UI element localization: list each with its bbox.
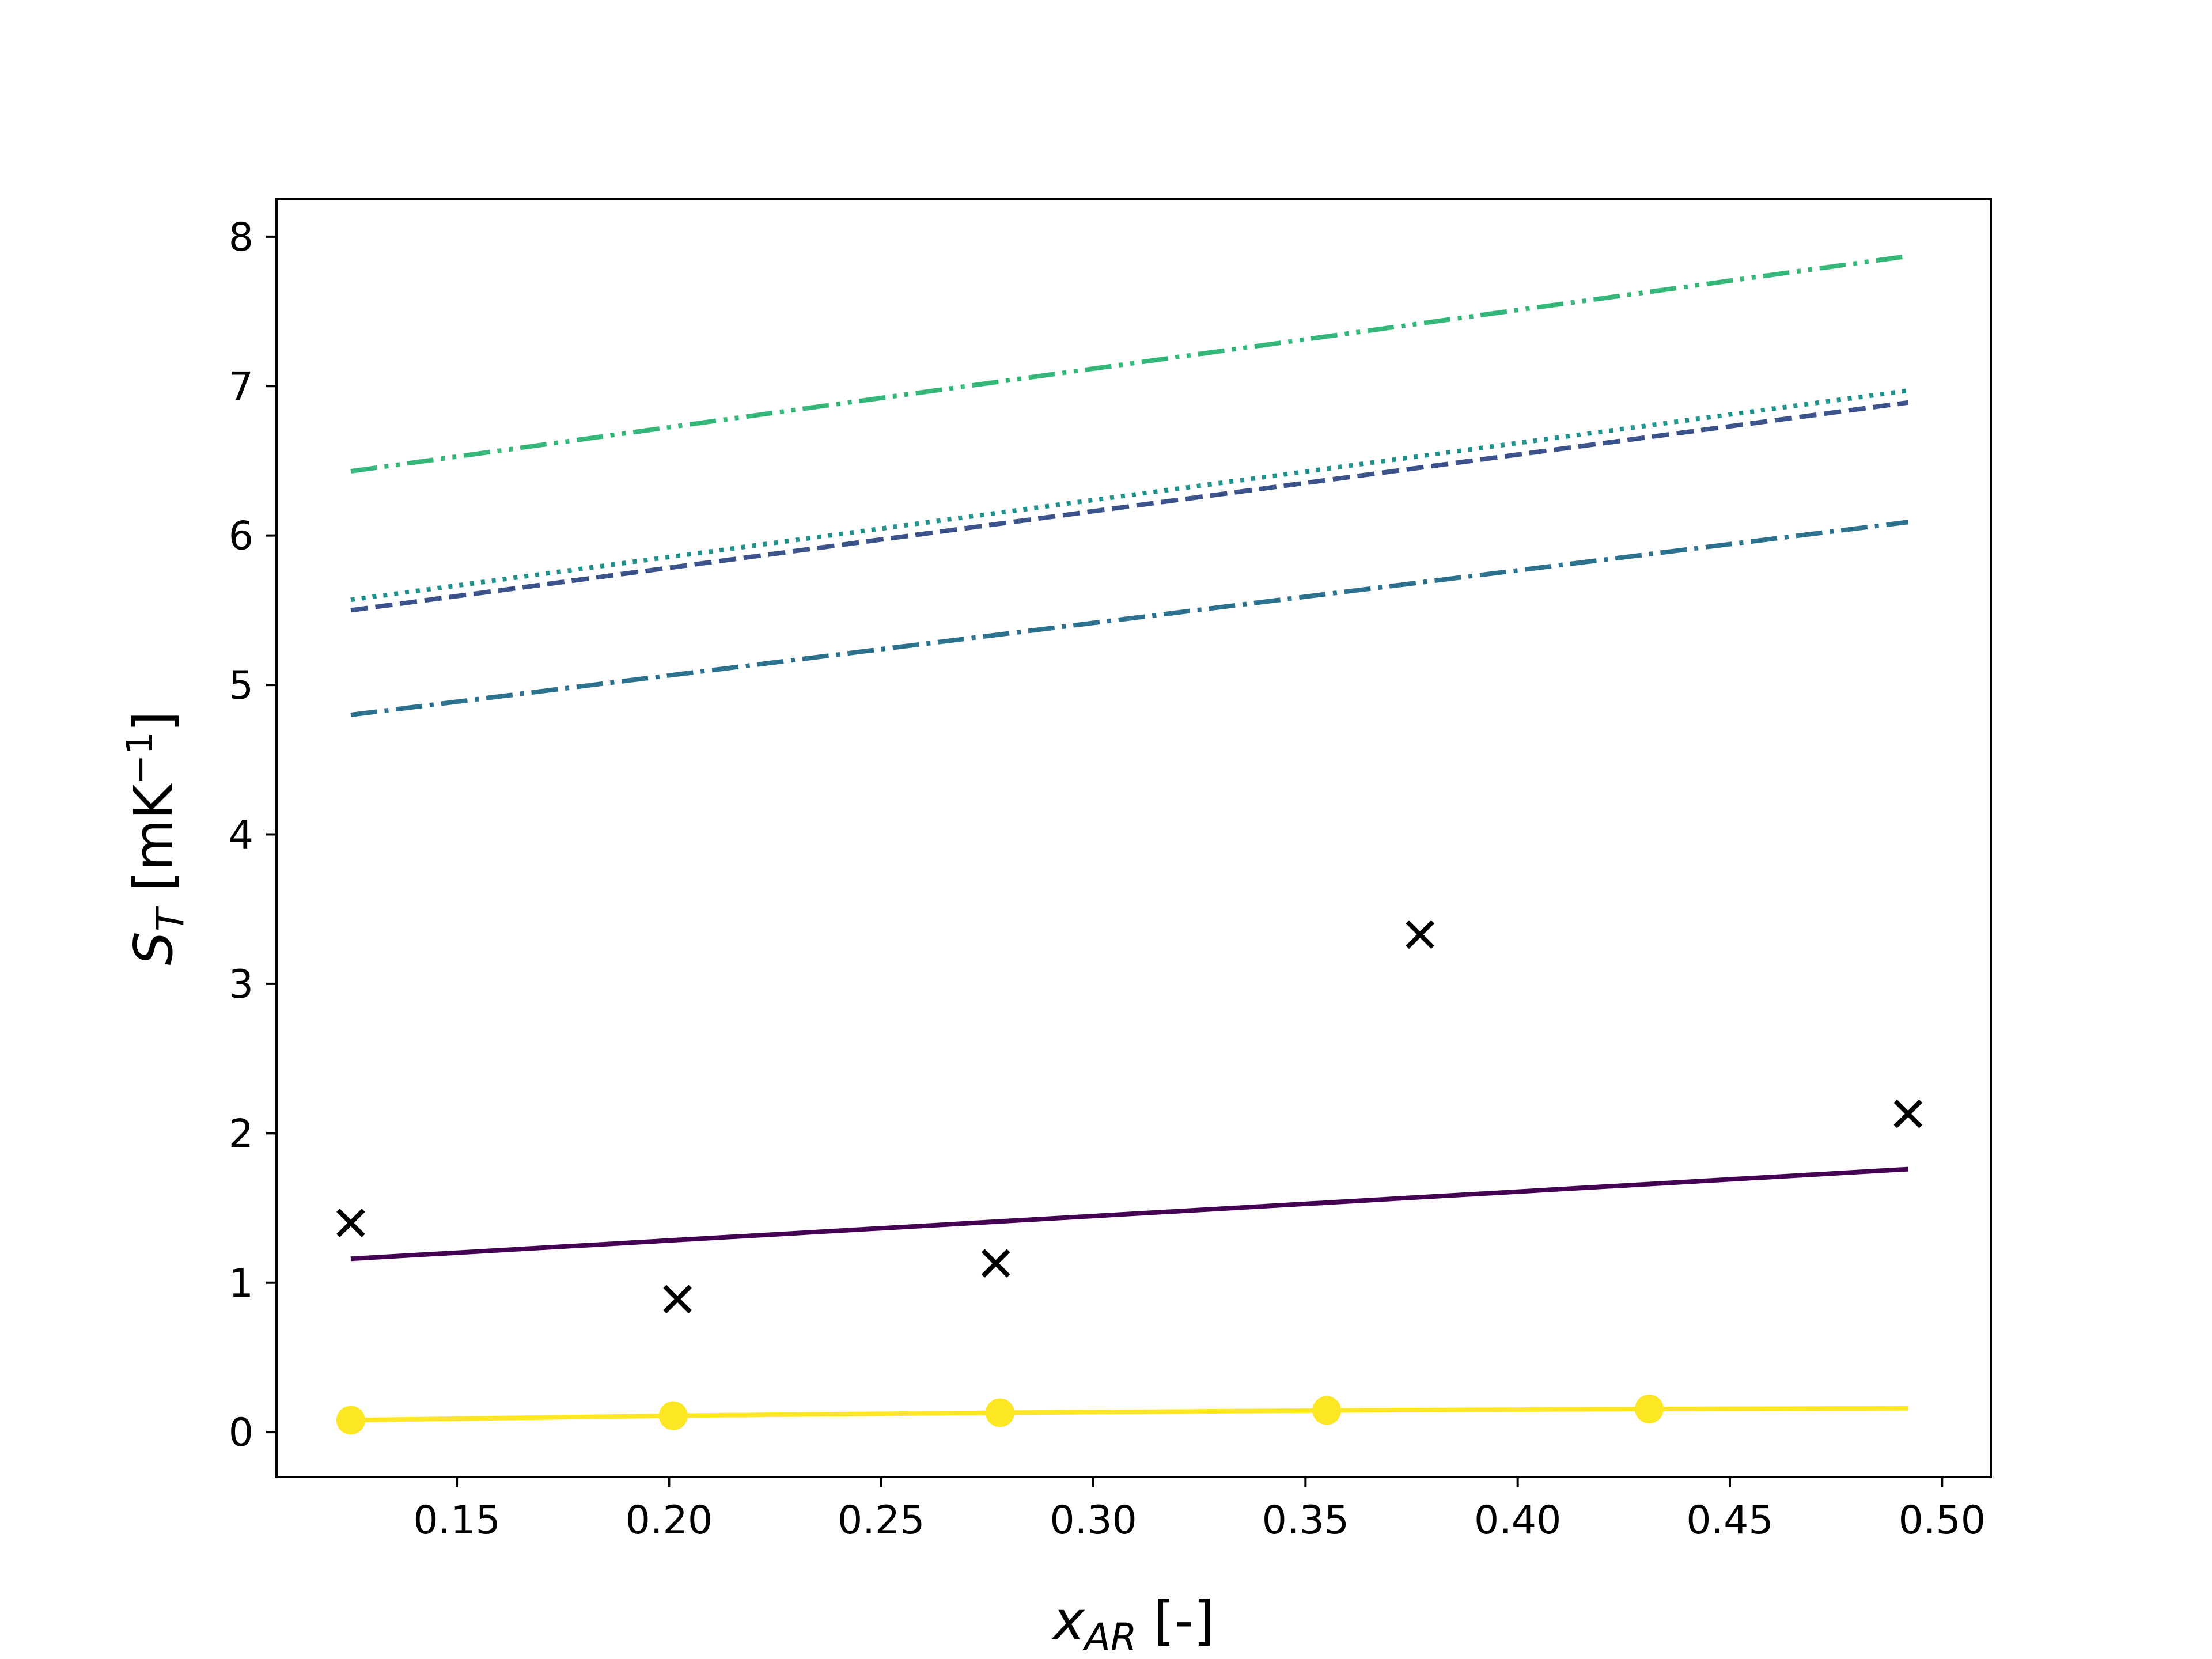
x-tick-label: 0.50: [1899, 1498, 1986, 1543]
series-6-point: [336, 1209, 365, 1237]
series-0-line: [350, 1166, 1908, 1262]
y-tick-label: 3: [229, 962, 253, 1007]
series-5-point: [1635, 1394, 1664, 1423]
y-tick-label: 7: [229, 364, 253, 410]
series-5-point: [336, 1406, 365, 1435]
series-layer: [336, 253, 1923, 1435]
y-tick-label: 4: [229, 813, 253, 858]
y-tick-label: 1: [229, 1261, 253, 1306]
x-tick-label: 0.15: [413, 1498, 500, 1543]
x-axis-ticks: 0.15 0.20 0.25 0.30 0.35 0.40 0.45 0.50: [413, 1477, 1986, 1543]
y-tick-label: 5: [229, 663, 253, 709]
x-tick-label: 0.45: [1686, 1498, 1773, 1543]
y-tick-label: 6: [229, 514, 253, 559]
series-6-point: [1893, 1099, 1923, 1128]
y-tick-label: 0: [229, 1410, 253, 1456]
y-axis-ticks: 0 1 2 3 4 5 6 7 8: [229, 215, 276, 1456]
y-tick-label: 8: [229, 215, 253, 260]
plot-frame: [275, 198, 1992, 1478]
x-tick-label: 0.20: [626, 1498, 713, 1543]
series-1-line: [350, 400, 1908, 613]
x-tick-label: 0.30: [1050, 1498, 1137, 1543]
series-5-line: [350, 1406, 1908, 1423]
y-axis-label: ST [mK−1]: [119, 711, 192, 965]
series-6-point: [1406, 920, 1435, 949]
y-tick-label: 2: [229, 1111, 253, 1157]
series-6-point: [663, 1285, 692, 1314]
x-tick-label: 0.25: [838, 1498, 925, 1543]
series-5-point: [985, 1398, 1014, 1427]
series-3-line: [350, 520, 1908, 717]
x-axis-label: xAR [-]: [1051, 1590, 1214, 1659]
series-6-point: [981, 1249, 1010, 1278]
x-tick-label: 0.35: [1262, 1498, 1349, 1543]
series-5-point: [1312, 1396, 1342, 1425]
x-tick-label: 0.40: [1474, 1498, 1561, 1543]
series-5-point: [658, 1401, 688, 1430]
